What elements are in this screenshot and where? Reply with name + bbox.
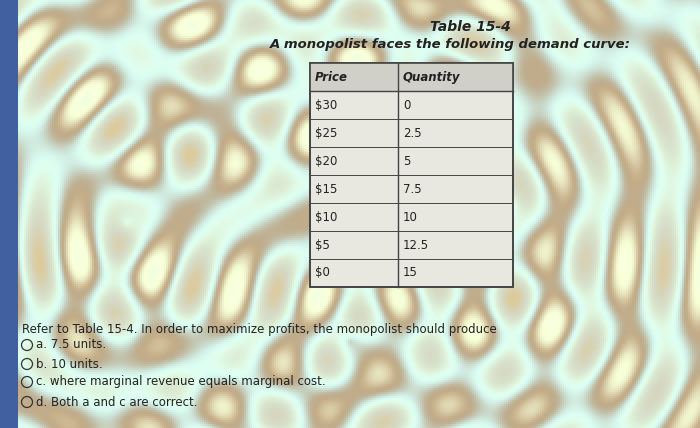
- Text: a. 7.5 units.: a. 7.5 units.: [36, 339, 106, 351]
- Bar: [310, 63, 513, 287]
- Text: 12.5: 12.5: [403, 238, 429, 252]
- Text: Price: Price: [315, 71, 348, 83]
- Text: A monopolist faces the following demand curve:: A monopolist faces the following demand …: [270, 38, 631, 51]
- Text: $10: $10: [315, 211, 337, 223]
- Text: Refer to Table 15-4. In order to maximize profits, the monopolist should produce: Refer to Table 15-4. In order to maximiz…: [22, 323, 497, 336]
- Text: 0: 0: [403, 98, 410, 112]
- Bar: [310, 63, 513, 91]
- Text: 5: 5: [403, 155, 410, 167]
- Text: $30: $30: [315, 98, 337, 112]
- Text: 10: 10: [403, 211, 418, 223]
- Text: Quantity: Quantity: [403, 71, 461, 83]
- Text: $0: $0: [315, 267, 330, 279]
- Text: 2.5: 2.5: [403, 127, 421, 140]
- Text: $5: $5: [315, 238, 330, 252]
- Text: $25: $25: [315, 127, 337, 140]
- Text: $15: $15: [315, 182, 337, 196]
- Bar: [0, 0, 18, 428]
- Text: $20: $20: [315, 155, 337, 167]
- Text: c. where marginal revenue equals marginal cost.: c. where marginal revenue equals margina…: [36, 375, 326, 389]
- Text: b. 10 units.: b. 10 units.: [36, 357, 103, 371]
- Text: Table 15-4: Table 15-4: [430, 20, 510, 34]
- Text: 15: 15: [403, 267, 418, 279]
- Text: d. Both a and c are correct.: d. Both a and c are correct.: [36, 395, 197, 408]
- Text: 7.5: 7.5: [403, 182, 421, 196]
